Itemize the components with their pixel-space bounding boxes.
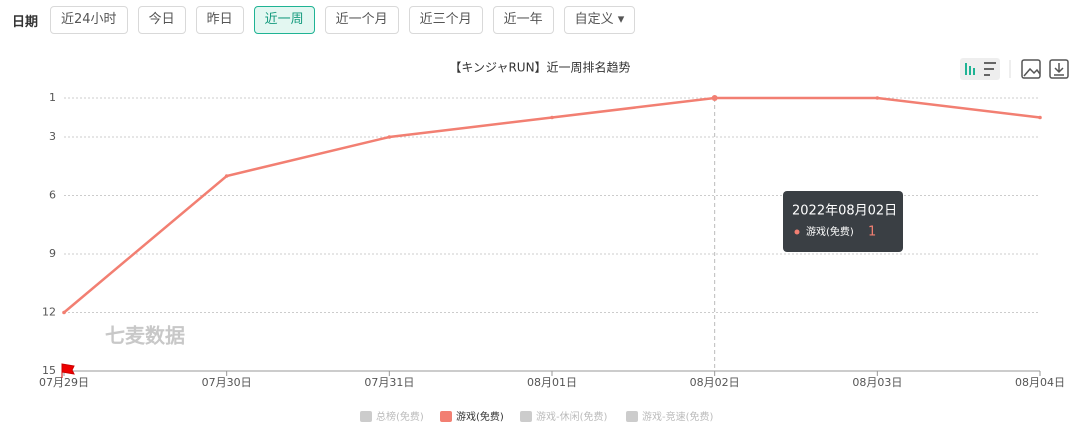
point — [1038, 115, 1042, 120]
x-tick-label: 08月01日 — [527, 376, 577, 389]
button-label: 近一年 — [503, 12, 543, 27]
legend-label: 游戏-休闲(免费) — [536, 410, 608, 423]
y-tick-label: 15 — [42, 364, 56, 377]
list-icon — [984, 62, 996, 76]
x-tick-label: 07月30日 — [202, 376, 252, 389]
caret: ▾ — [613, 12, 625, 27]
filter-button[interactable]: 近一个月 — [324, 6, 399, 34]
tooltip-dot — [794, 229, 800, 235]
y-tick-label: 9 — [49, 247, 56, 260]
button-label: 近三个月 — [419, 12, 472, 27]
x-tick-label: 08月04日 — [1015, 376, 1065, 389]
x-tick-label: 07月31日 — [364, 376, 414, 389]
legend-swatch — [626, 411, 638, 422]
x-tick-label: 07月29日 — [39, 376, 89, 389]
legend-swatch — [360, 411, 372, 422]
tooltip-title: 2022年08月02日 — [792, 204, 897, 219]
chart-title: 【キンジャRUN】近一周排名趋势 — [449, 60, 630, 75]
tooltip-value: 1 — [868, 225, 876, 240]
legend-label: 游戏(免费) — [456, 410, 504, 423]
y-tick-label: 12 — [42, 306, 56, 319]
button-label: 自定义 — [574, 12, 614, 27]
legend-swatch — [520, 411, 532, 422]
point — [62, 310, 66, 315]
point — [387, 135, 392, 139]
x-tick-label: 08月03日 — [852, 376, 902, 389]
point — [550, 115, 554, 120]
image-icon[interactable] — [1021, 59, 1041, 79]
filter-button[interactable]: 近24小时 — [50, 6, 128, 34]
filter-button[interactable]: 近一周 — [253, 6, 315, 34]
y-tick-label: 3 — [49, 130, 56, 143]
x-tick-label: 08月02日 — [690, 376, 740, 389]
filter-button[interactable]: 近一年 — [492, 6, 554, 34]
point — [875, 96, 880, 100]
legend-label: 游戏-竞速(免费) — [642, 410, 714, 423]
bar-icon — [965, 63, 975, 75]
download-icon[interactable] — [1049, 59, 1069, 79]
filter-button[interactable]: 今日 — [137, 6, 186, 34]
image-icon-shape — [1023, 67, 1041, 77]
tooltip — [783, 191, 903, 252]
filter-button[interactable]: 自定义 ▾ — [563, 6, 636, 34]
download-icon-shape — [1054, 63, 1064, 76]
point — [224, 174, 229, 178]
button-label: 今日 — [148, 12, 175, 27]
legend-label: 总榜(免费) — [376, 410, 424, 423]
button-label: 近一个月 — [335, 12, 388, 27]
button-label: 近24小时 — [61, 12, 117, 27]
flag-icon — [61, 363, 75, 378]
y-tick-label: 1 — [49, 91, 56, 104]
y-tick-label: 6 — [49, 189, 56, 202]
filter-button[interactable]: 昨日 — [195, 6, 244, 34]
button-label: 昨日 — [206, 12, 233, 27]
watermark: 七麦数据 — [105, 324, 185, 348]
tooltip-name: 游戏(免费) — [806, 225, 854, 238]
filter-button[interactable]: 近三个月 — [408, 6, 483, 34]
filter-label: 日期 — [12, 14, 39, 30]
date-filter: 日期 近24小时 今日 昨日 近一周 近一个月 近三个月 近一年 自定义 ▾ — [0, 6, 636, 34]
button-label: 近一周 — [264, 12, 304, 27]
legend-swatch — [440, 411, 452, 422]
point — [711, 95, 718, 101]
